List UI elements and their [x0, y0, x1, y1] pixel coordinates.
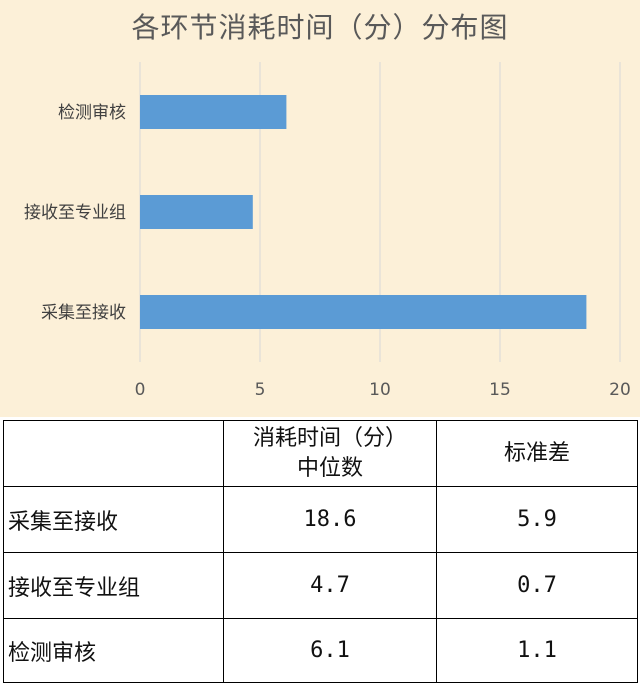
table-header-median-line2: 中位数 [296, 455, 363, 481]
table-header-empty [3, 420, 224, 487]
table-cell-name: 接收至专业组 [3, 552, 224, 619]
bar [140, 95, 287, 129]
x-tick-label: 5 [255, 380, 266, 400]
table-row: 采集至接收 18.6 5.9 [3, 486, 638, 553]
bar [140, 295, 587, 329]
table-row: 检测审核 6.1 1.1 [3, 618, 638, 683]
stats-table: 消耗时间（分） 中位数 标准差 采集至接收 18.6 5.9 接收至专业组 4.… [3, 420, 638, 683]
table-row: 接收至专业组 4.7 0.7 [3, 552, 638, 619]
table-cell-name: 检测审核 [3, 618, 224, 683]
table-cell-std: 0.7 [436, 552, 638, 619]
table-cell-name: 采集至接收 [3, 486, 224, 553]
y-category-label: 接收至专业组 [24, 203, 126, 223]
table-header-row: 消耗时间（分） 中位数 标准差 [3, 420, 638, 487]
y-category-label: 采集至接收 [41, 303, 126, 323]
y-category-label: 检测审核 [58, 103, 126, 123]
table-header-median-line1: 消耗时间（分） [252, 425, 407, 451]
table-cell-median: 6.1 [223, 618, 437, 683]
table-header-std: 标准差 [436, 420, 638, 487]
chart-area: 各环节消耗时间（分）分布图 0 5 10 15 20 检测审核接收至专业组采集至接收 [0, 0, 640, 417]
table-cell-median: 4.7 [223, 552, 437, 619]
table-cell-std: 1.1 [436, 618, 638, 683]
chart-title: 各环节消耗时间（分）分布图 [131, 11, 509, 44]
x-tick-label: 20 [609, 380, 631, 400]
table-header-median: 消耗时间（分） 中位数 [223, 420, 437, 487]
bar [140, 195, 253, 229]
table-cell-std: 5.9 [436, 486, 638, 553]
x-tick-label: 0 [135, 380, 146, 400]
table-cell-median: 18.6 [223, 486, 437, 553]
x-tick-label: 10 [369, 380, 391, 400]
x-tick-label: 15 [489, 380, 511, 400]
